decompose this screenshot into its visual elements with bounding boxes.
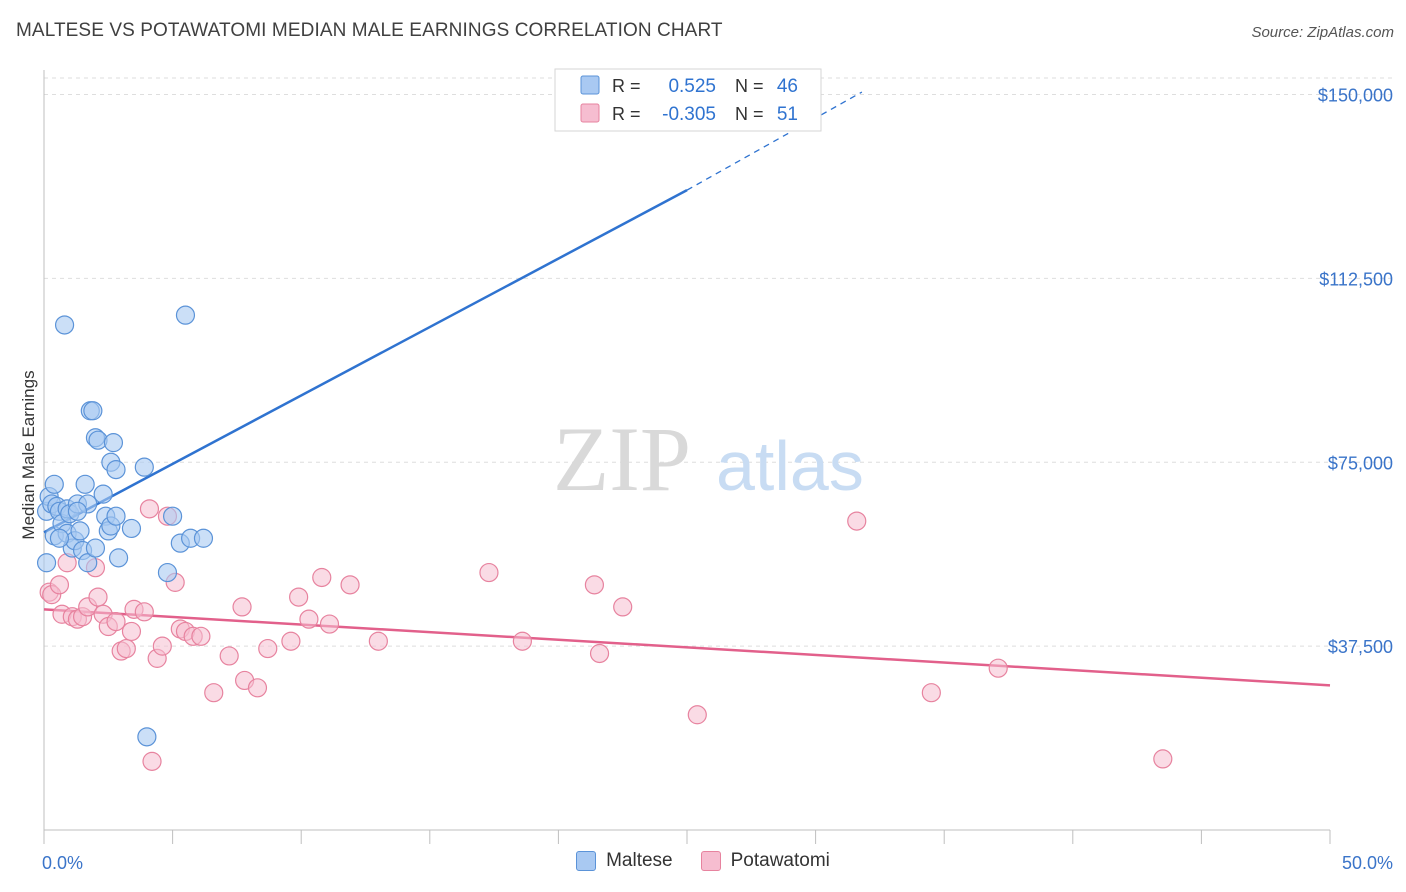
watermark-atlas: atlas xyxy=(716,427,864,505)
point-potawatomi-45 xyxy=(589,643,610,664)
series-legend: Maltese Potawatomi xyxy=(0,850,1406,872)
point-potawatomi-29 xyxy=(204,683,224,703)
trend-line-maltese-extension xyxy=(686,91,863,191)
point-potawatomi-43 xyxy=(512,631,532,651)
legend-n-label-potawatomi: N = xyxy=(735,104,764,124)
chart-title: MALTESE VS POTAWATOMI MEDIAN MALE EARNIN… xyxy=(16,20,723,41)
legend-r-value-maltese: 0.525 xyxy=(668,76,716,97)
x-tick-label-right: 50.0% xyxy=(1342,853,1393,873)
point-maltese-18 xyxy=(75,474,95,494)
legend-swatch-maltese xyxy=(580,75,600,95)
point-maltese-44 xyxy=(49,528,70,548)
point-potawatomi-36 xyxy=(289,587,309,607)
zipatlas-watermark: ZIP atlas xyxy=(553,408,864,510)
source-label: Source: ZipAtlas.com xyxy=(1251,24,1394,41)
point-potawatomi-16 xyxy=(121,621,142,642)
point-maltese-16 xyxy=(70,521,90,541)
point-potawatomi-50 xyxy=(988,658,1008,678)
point-potawatomi-28 xyxy=(191,626,211,646)
y-tick-label-2: $112,500 xyxy=(1319,269,1393,289)
trend-line-potawatomi xyxy=(43,608,1331,687)
point-potawatomi-20 xyxy=(142,751,162,771)
point-maltese-38 xyxy=(157,562,178,583)
point-potawatomi-48 xyxy=(847,511,867,531)
legend-n-value-maltese: 46 xyxy=(777,76,798,97)
legend-r-value-potawatomi: -0.305 xyxy=(662,104,716,125)
point-maltese-32 xyxy=(106,506,126,526)
x-tick-label-left: 0.0% xyxy=(42,853,83,873)
point-potawatomi-18 xyxy=(134,602,154,622)
point-maltese-45 xyxy=(67,501,88,521)
legend-n-value-potawatomi: 51 xyxy=(777,104,798,125)
y-tick-label-3: $150,000 xyxy=(1318,86,1393,106)
point-potawatomi-41 xyxy=(368,631,388,651)
point-potawatomi-46 xyxy=(613,597,633,617)
point-potawatomi-22 xyxy=(152,636,172,656)
point-potawatomi-37 xyxy=(299,609,319,629)
point-maltese-39 xyxy=(163,506,183,526)
y-tick-label-0: $37,500 xyxy=(1328,637,1393,657)
legend-label-maltese: Maltese xyxy=(606,850,673,871)
point-maltese-33 xyxy=(106,460,126,480)
point-potawatomi-2 xyxy=(49,575,70,595)
legend-label-potawatomi: Potawatomi xyxy=(730,850,830,871)
axes xyxy=(43,70,1331,844)
point-maltese-31 xyxy=(103,433,124,453)
y-axis-label: Median Male Earnings xyxy=(19,370,38,539)
point-potawatomi-42 xyxy=(479,562,499,583)
y-tick-label-1: $75,000 xyxy=(1328,453,1393,473)
point-potawatomi-33 xyxy=(247,678,268,698)
point-potawatomi-19 xyxy=(139,499,160,519)
watermark-zip: ZIP xyxy=(553,408,691,510)
legend-swatch-potawatomi xyxy=(580,103,600,123)
point-potawatomi-31 xyxy=(232,597,252,617)
legend-n-label-maltese: N = xyxy=(735,76,764,96)
point-potawatomi-15 xyxy=(116,638,136,659)
point-maltese-26 xyxy=(93,484,113,504)
point-maltese-37 xyxy=(137,727,157,747)
point-maltese-1 xyxy=(36,553,57,573)
legend-item-maltese: Maltese xyxy=(576,850,673,872)
point-potawatomi-35 xyxy=(281,631,301,651)
point-potawatomi-47 xyxy=(687,705,707,725)
point-maltese-43 xyxy=(193,528,214,548)
data-points xyxy=(36,305,1173,771)
point-potawatomi-40 xyxy=(340,575,360,595)
point-potawatomi-30 xyxy=(219,646,239,666)
point-potawatomi-44 xyxy=(584,575,605,595)
legend-swatch-potawatomi xyxy=(700,851,721,871)
point-maltese-22 xyxy=(83,401,103,421)
point-maltese-35 xyxy=(121,518,142,539)
point-maltese-34 xyxy=(108,548,129,568)
legend-r-label-maltese: R = xyxy=(612,76,641,96)
point-maltese-41 xyxy=(175,305,196,325)
legend-item-potawatomi: Potawatomi xyxy=(700,850,830,872)
correlation-legend: R = 0.525 N = 46 R = -0.305 N = 51 xyxy=(554,68,822,132)
y-tick-labels: $37,500 $75,000 $112,500 $150,000 xyxy=(1318,86,1393,658)
point-potawatomi-38 xyxy=(312,567,332,588)
point-potawatomi-49 xyxy=(921,683,941,703)
point-potawatomi-51 xyxy=(1153,749,1173,769)
point-potawatomi-39 xyxy=(319,614,340,634)
point-maltese-4 xyxy=(44,474,64,494)
legend-r-label-potawatomi: R = xyxy=(612,104,641,124)
point-maltese-36 xyxy=(134,457,154,477)
point-maltese-24 xyxy=(85,538,106,558)
point-potawatomi-10 xyxy=(88,587,108,607)
point-potawatomi-34 xyxy=(258,638,278,659)
trend-lines xyxy=(43,91,1331,687)
legend-swatch-maltese xyxy=(576,851,597,871)
point-maltese-9 xyxy=(54,315,75,335)
point-potawatomi-13 xyxy=(106,612,126,632)
trend-line-maltese xyxy=(43,189,688,534)
gridlines xyxy=(44,77,1393,647)
